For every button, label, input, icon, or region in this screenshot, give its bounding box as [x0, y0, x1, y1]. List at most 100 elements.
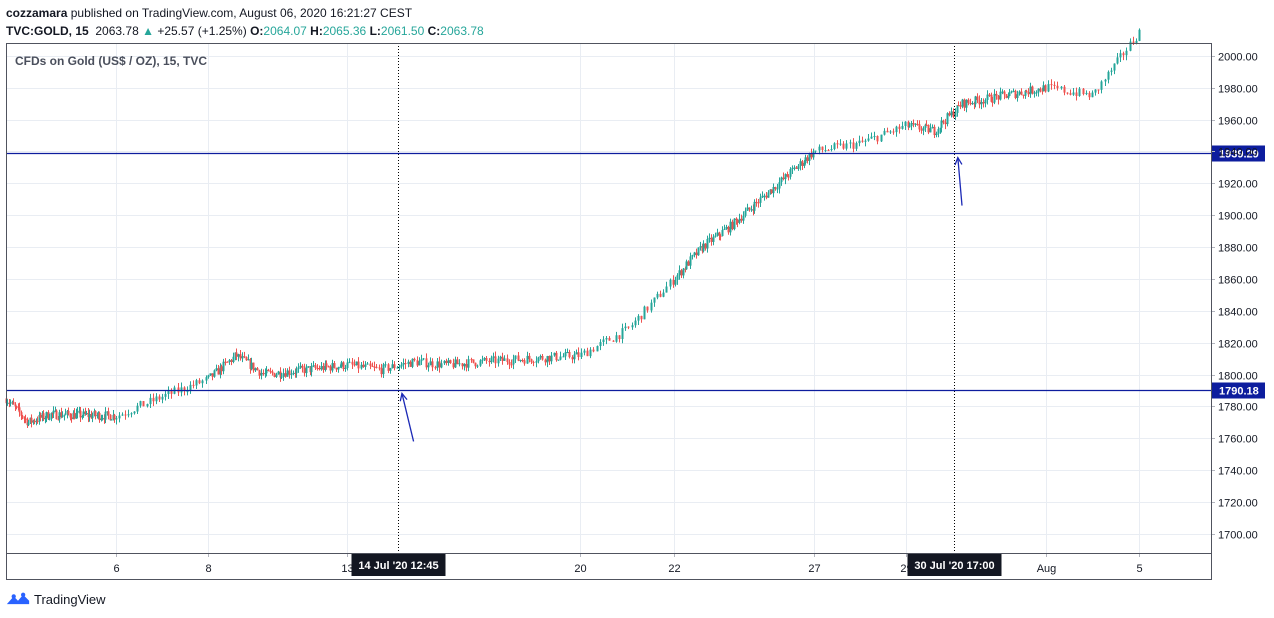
- candle-body: [124, 414, 127, 416]
- candle-body: [260, 372, 263, 376]
- candle-body: [1100, 81, 1103, 90]
- candle-body: [1008, 92, 1011, 96]
- annotation-arrow: [957, 157, 963, 206]
- high-label: H:: [310, 24, 323, 38]
- candle-body: [908, 126, 911, 128]
- candle-body: [624, 326, 627, 329]
- brand-name[interactable]: TradingView: [34, 591, 106, 607]
- candle-body: [1010, 91, 1013, 93]
- candle-body: [411, 358, 414, 367]
- candle-body: [982, 102, 985, 104]
- candle-body: [109, 414, 112, 421]
- candle-body: [1016, 94, 1019, 99]
- candle-body: [115, 418, 118, 420]
- annotation-arrowhead: [954, 156, 963, 166]
- candle-body: [327, 366, 330, 368]
- candle-body: [497, 358, 500, 364]
- tradingview-logo-icon: [6, 592, 30, 605]
- candle-body: [1044, 85, 1047, 92]
- candle-body: [539, 355, 542, 358]
- candle-body: [519, 360, 522, 362]
- candle-body: [697, 247, 700, 256]
- candle-body: [440, 363, 443, 368]
- candle-body: [755, 201, 758, 203]
- candle-body: [337, 367, 340, 370]
- annotation-arrowhead: [399, 391, 408, 402]
- candle-body: [999, 91, 1002, 100]
- candle-body: [407, 361, 410, 365]
- candle-body: [230, 360, 233, 362]
- candle-body: [526, 355, 529, 364]
- candle-body: [870, 136, 873, 139]
- candle-body: [596, 346, 599, 352]
- author-name[interactable]: cozzamara: [6, 6, 68, 20]
- candle-body: [226, 361, 229, 363]
- candle-body: [483, 358, 486, 360]
- chart-axes: 1700.00 1720.00 1740.00 1760.00 1780.00 1800.…: [6, 43, 1258, 580]
- candle-body: [517, 355, 520, 361]
- candle-body: [718, 232, 721, 236]
- candle-body: [362, 364, 365, 367]
- candle-body: [528, 355, 531, 360]
- candle-body: [845, 143, 848, 149]
- candle-body: [976, 96, 979, 101]
- candle-body: [297, 367, 300, 370]
- candle-body: [910, 123, 913, 127]
- candle-body: [793, 167, 796, 169]
- candle-body: [708, 237, 711, 239]
- crosshair-time-label: 14 Jul '20 12:45: [358, 560, 438, 572]
- candle-body: [1014, 90, 1017, 99]
- candle-body: [659, 293, 662, 297]
- candle-body: [736, 219, 739, 223]
- candle-body: [344, 368, 347, 370]
- candle-body: [186, 391, 189, 393]
- candle-body: [873, 136, 876, 138]
- candle-body: [599, 342, 602, 347]
- candle-body: [959, 105, 962, 107]
- candle-body: [94, 411, 97, 416]
- candle-body: [222, 361, 225, 372]
- candle-body: [364, 364, 367, 367]
- candle-body: [699, 246, 702, 248]
- candle-body: [880, 134, 883, 142]
- candle-body: [427, 365, 430, 368]
- crosshair-time-box: [907, 554, 1002, 576]
- candle-body: [669, 279, 672, 287]
- candle-body: [1116, 57, 1119, 64]
- candle-body: [333, 363, 336, 368]
- candle-body: [634, 320, 637, 326]
- candle-body: [727, 226, 730, 233]
- candle-body: [861, 140, 864, 142]
- candlestick-series: [5, 28, 1141, 429]
- candle-body: [380, 368, 383, 375]
- y-tick-label: 1760.00: [1218, 434, 1258, 446]
- candle-body: [331, 363, 334, 371]
- candle-body: [100, 418, 103, 421]
- candle-body: [418, 361, 421, 366]
- candle-body: [706, 238, 709, 249]
- candle-body: [927, 125, 930, 133]
- candle-body: [1069, 93, 1072, 95]
- candle-body: [211, 373, 214, 377]
- candle-body: [149, 397, 152, 405]
- candle-body: [207, 375, 210, 378]
- candle-body: [288, 370, 291, 375]
- candle-body: [562, 356, 565, 358]
- candle-body: [621, 328, 624, 340]
- candle-body: [57, 419, 60, 421]
- candle-body: [96, 415, 99, 417]
- candle-body: [974, 96, 977, 105]
- candle-body: [436, 361, 439, 368]
- candle-body: [523, 360, 526, 364]
- candle-body: [1075, 92, 1078, 96]
- candle-body: [1039, 88, 1042, 91]
- candle-body: [142, 401, 145, 407]
- candle-body: [265, 369, 268, 374]
- candle-body: [348, 361, 351, 363]
- candle-body: [91, 415, 94, 419]
- candle-body: [409, 361, 412, 367]
- candle-body: [821, 146, 824, 151]
- candle-body: [189, 384, 192, 392]
- candle-body: [586, 350, 589, 357]
